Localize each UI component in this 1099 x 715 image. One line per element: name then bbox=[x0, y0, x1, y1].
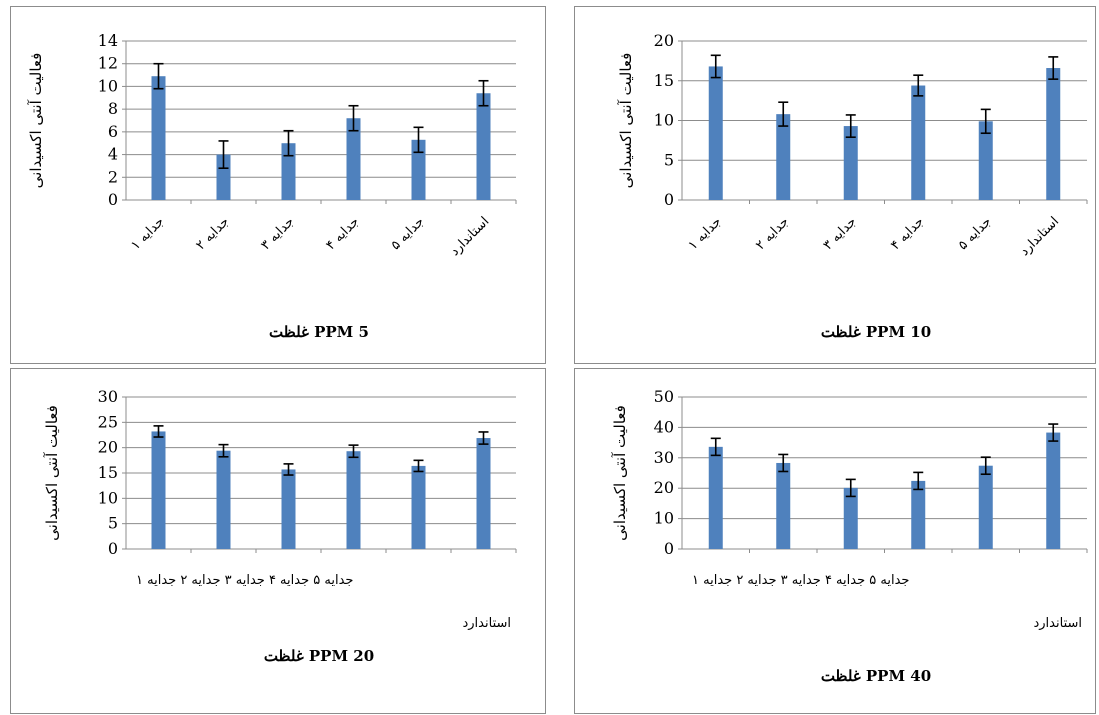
y-axis-label: فعالیت آنتی اکسیدانی bbox=[43, 405, 61, 541]
bar-chart-5ppm: 0 2 4 6 8 10 12 14 جدایه ۱ جدایه ۲ جدایه ۳ جدایه ۴ ج… bbox=[27, 31, 517, 341]
y-tick-label: 10 bbox=[654, 509, 674, 528]
bar bbox=[776, 462, 791, 549]
y-tick-label: 8 bbox=[108, 99, 118, 118]
x-category-label: جدایه ۱ bbox=[686, 214, 725, 253]
y-tick-label: 10 bbox=[654, 111, 674, 130]
y-tick-label: 0 bbox=[108, 539, 118, 558]
x-category-label: جدایه ۴ bbox=[888, 214, 927, 253]
x-category-labels-line: جدایه ۵ جدایه ۴ جدایه ۳ جدایه ۲ جدایه ۱ bbox=[136, 573, 353, 588]
bar-chart-10ppm: 0 5 10 15 20 جدایه ۱ جدایه ۲ جدایه ۳ جدایه ۴ جدای… bbox=[617, 31, 1088, 341]
y-tick-label: 6 bbox=[108, 122, 118, 141]
y-tick-label: 50 bbox=[654, 387, 674, 406]
y-tick-label: 5 bbox=[664, 150, 674, 169]
x-category-label: جدایه ۱ bbox=[128, 214, 167, 253]
bar bbox=[281, 469, 296, 549]
bar bbox=[843, 126, 858, 200]
bar bbox=[216, 450, 231, 549]
x-category-label: جدایه ۵ bbox=[956, 214, 995, 253]
bar bbox=[1046, 68, 1061, 200]
y-tick-label: 10 bbox=[98, 488, 118, 507]
bar bbox=[708, 66, 723, 200]
x-category-label-standard: استاندارد bbox=[1033, 616, 1082, 631]
x-category-label: جدایه ۲ bbox=[753, 214, 792, 253]
bar bbox=[911, 85, 926, 200]
bar bbox=[281, 143, 296, 200]
y-tick-label: 15 bbox=[98, 463, 118, 482]
y-tick-label: 20 bbox=[654, 478, 674, 497]
x-category-label: استاندارد bbox=[447, 214, 492, 259]
bar bbox=[911, 480, 926, 549]
y-tick-label: 12 bbox=[98, 54, 118, 73]
y-tick-label: 0 bbox=[664, 539, 674, 558]
chart-caption: غلظت PPM 40 bbox=[821, 667, 931, 685]
bar bbox=[346, 451, 361, 549]
y-tick-label: 10 bbox=[98, 76, 118, 95]
x-category-label: جدایه ۳ bbox=[258, 214, 297, 253]
bar bbox=[843, 487, 858, 549]
y-axis-label: فعالیت آنتی اکسیدانی bbox=[617, 53, 635, 189]
bar bbox=[978, 121, 993, 200]
x-category-label: استاندارد bbox=[1017, 214, 1062, 259]
y-tick-label: 25 bbox=[98, 412, 118, 431]
chart-caption: غلظت PPM 20 bbox=[264, 647, 374, 665]
y-tick-label: 0 bbox=[108, 190, 118, 209]
y-tick-label: 15 bbox=[654, 71, 674, 90]
bar-chart-40ppm: 0 10 20 30 40 50 جدایه ۵ جدایه ۴ جدایه ۳ جدایه… bbox=[611, 387, 1088, 685]
y-tick-label: 5 bbox=[108, 514, 118, 533]
y-tick-label: 2 bbox=[108, 167, 118, 186]
bar-chart-20ppm: 0 5 10 15 20 25 30 جدایه ۵ جدایه ۴ جدایه ۳ جدای… bbox=[43, 387, 517, 665]
y-axis-label: فعالیت آنتی اکسیدانی bbox=[611, 405, 629, 541]
chart-panel-40ppm: 0 10 20 30 40 50 جدایه ۵ جدایه ۴ جدایه ۳ جدایه… bbox=[574, 368, 1096, 714]
bar bbox=[776, 114, 791, 200]
bar bbox=[151, 431, 166, 549]
chart-panel-5ppm: 0 2 4 6 8 10 12 14 جدایه ۱ جدایه ۲ جدایه ۳ جدایه ۴ ج… bbox=[10, 6, 546, 364]
y-tick-label: 20 bbox=[98, 438, 118, 457]
y-tick-label: 14 bbox=[98, 31, 118, 50]
bar bbox=[216, 154, 231, 200]
bar bbox=[151, 76, 166, 200]
bar bbox=[1046, 432, 1061, 549]
y-tick-label: 4 bbox=[108, 145, 118, 164]
y-tick-label: 30 bbox=[654, 448, 674, 467]
y-tick-label: 0 bbox=[664, 190, 674, 209]
y-axis-label: فعالیت آنتی اکسیدانی bbox=[27, 53, 45, 189]
chart-caption: غلظت PPM 10 bbox=[821, 323, 931, 341]
x-category-labels-line: جدایه ۵ جدایه ۴ جدایه ۳ جدایه ۲ جدایه ۱ bbox=[692, 573, 909, 588]
bar bbox=[411, 465, 426, 549]
x-category-label-standard: استاندارد bbox=[462, 616, 511, 631]
chart-caption: غلظت PPM 5 bbox=[269, 323, 369, 341]
bar bbox=[476, 93, 491, 200]
bar bbox=[411, 139, 426, 200]
chart-panel-10ppm: 0 5 10 15 20 جدایه ۱ جدایه ۲ جدایه ۳ جدایه ۴ جدای… bbox=[574, 6, 1096, 364]
x-category-label: جدایه ۴ bbox=[323, 214, 362, 253]
bar bbox=[708, 446, 723, 549]
y-tick-label: 20 bbox=[654, 31, 674, 50]
x-category-label: جدایه ۵ bbox=[388, 214, 427, 253]
y-tick-label: 40 bbox=[654, 417, 674, 436]
bar bbox=[346, 118, 361, 200]
bar bbox=[476, 438, 491, 549]
x-category-label: جدایه ۲ bbox=[193, 214, 232, 253]
bar bbox=[978, 465, 993, 549]
y-tick-label: 30 bbox=[98, 387, 118, 406]
x-category-label: جدایه ۳ bbox=[821, 214, 860, 253]
chart-panel-20ppm: 0 5 10 15 20 25 30 جدایه ۵ جدایه ۴ جدایه ۳ جدای… bbox=[10, 368, 546, 714]
